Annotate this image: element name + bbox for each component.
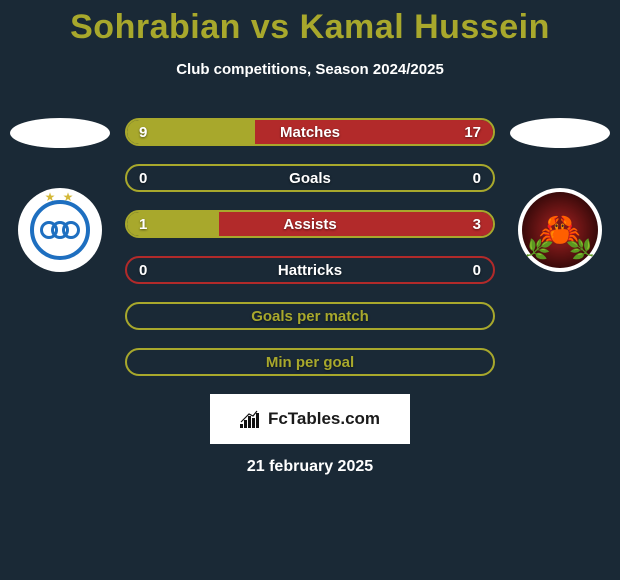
stat-row: 1 Assists 3 [125,210,495,238]
stat-right-value: 0 [473,170,481,187]
stat-left-value: 0 [139,262,147,279]
stat-row: 0 Goals 0 [125,164,495,192]
stat-right-value: 0 [473,262,481,279]
player-left-avatar [10,118,110,148]
comparison-panel: ★ ★ 🌿 🦀 🌿 9 Matches 17 0 Goals 0 1 Assists 3 0 Hat… [0,118,620,376]
subtitle: Club competitions, Season 2024/2025 [0,61,620,78]
club-badge-left: ★ ★ [18,188,102,272]
stat-label: Matches [280,124,340,141]
stat-left-value: 9 [139,124,147,141]
stat-row: Goals per match [125,302,495,330]
stat-left-value: 1 [139,216,147,233]
stars-icon: ★ ★ [45,190,76,204]
stat-right-value: 3 [473,216,481,233]
stat-row: 9 Matches 17 [125,118,495,146]
stat-row: Min per goal [125,348,495,376]
fctables-icon [240,410,262,428]
stat-fill-right [219,212,494,236]
player-left-column: ★ ★ [10,118,110,272]
club-badge-right: 🌿 🦀 🌿 [518,188,602,272]
stat-left-value: 0 [139,170,147,187]
stat-label: Goals [289,170,331,187]
stat-label: Assists [283,216,336,233]
stat-rows: 9 Matches 17 0 Goals 0 1 Assists 3 0 Hattricks 0 Goa… [125,118,495,376]
esteghlal-logo: ★ ★ [30,200,90,260]
player-right-column: 🌿 🦀 🌿 [510,118,610,272]
date-label: 21 february 2025 [0,458,620,476]
alrayyan-logo: 🌿 🦀 🌿 [522,192,598,268]
rings-icon [40,220,80,240]
brand-label: FcTables.com [268,409,380,429]
stat-right-value: 17 [464,124,481,141]
stat-row: 0 Hattricks 0 [125,256,495,284]
stat-label: Goals per match [251,308,369,325]
stat-label: Hattricks [278,262,342,279]
brand-badge[interactable]: FcTables.com [210,394,410,444]
page-title: Sohrabian vs Kamal Hussein [0,0,620,47]
player-right-avatar [510,118,610,148]
stat-label: Min per goal [266,354,354,371]
